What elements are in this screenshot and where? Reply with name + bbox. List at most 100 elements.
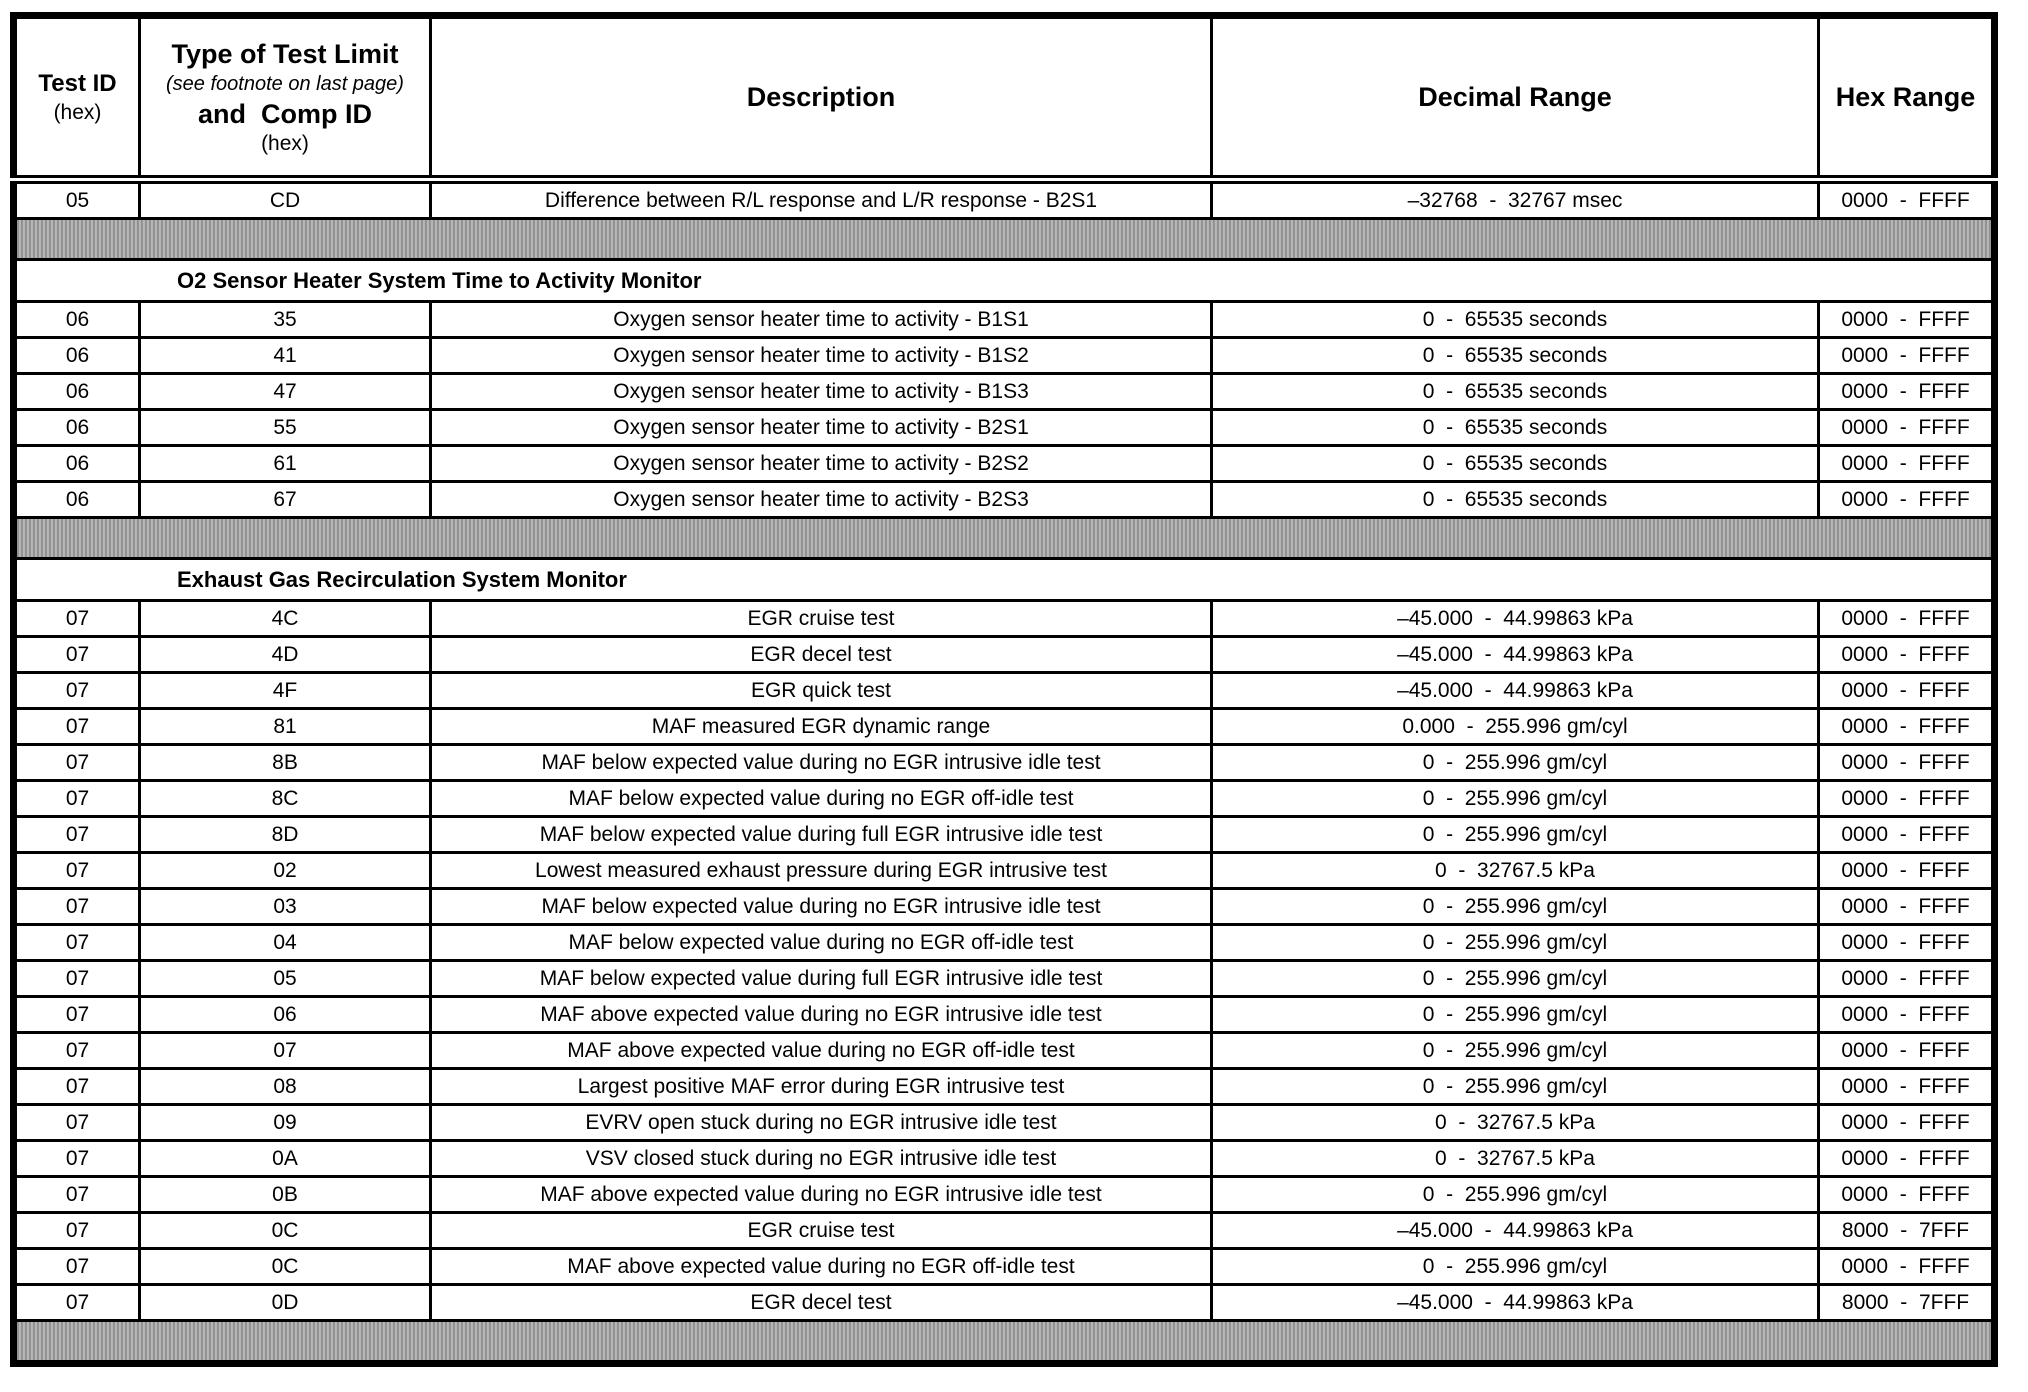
table-row: 07 4C EGR cruise test –45.000 - 44.99863 kP… [12,599,1996,638]
cell-decimal-range: 0 - 65535 seconds [1210,372,1820,411]
cell-comp-id: CD [138,178,432,220]
cell-decimal-range: 0 - 255.996 gm/cyl [1210,779,1820,818]
separator-band [12,1319,1996,1365]
col-header-decimal-range: Decimal Range [1210,14,1820,184]
table-row: 07 0C MAF above expected value during no E… [12,1247,1996,1286]
cell-test-id: 07 [12,743,141,782]
table-row: 07 81 MAF measured EGR dynamic range 0.000 … [12,707,1996,746]
table-row: 07 04 MAF below expected value during no E… [12,923,1996,962]
cell-hex-range: 0000 - FFFF [1817,743,1996,782]
cell-description: MAF below expected value during full EGR… [429,815,1213,854]
comp-id-subtitle: (hex) [261,131,309,155]
cell-hex-range: 0000 - FFFF [1817,923,1996,962]
cell-comp-id: 61 [138,444,432,483]
cell-test-id: 07 [12,1283,141,1322]
cell-comp-id: 09 [138,1103,432,1142]
cell-test-id: 06 [12,408,141,447]
table-row: 07 8C MAF below expected value during no E… [12,779,1996,818]
cell-decimal-range: 0 - 32767.5 kPa [1210,851,1820,890]
cell-hex-range: 0000 - FFFF [1817,444,1996,483]
cell-decimal-range: 0 - 32767.5 kPa [1210,1103,1820,1142]
cell-description: MAF measured EGR dynamic range [429,707,1213,746]
cell-test-id: 07 [12,1139,141,1178]
cell-decimal-range: 0 - 65535 seconds [1210,300,1820,339]
type-of-test-limit-title: Type of Test Limit [171,38,399,69]
cell-decimal-range: 0 - 65535 seconds [1210,480,1820,519]
cell-test-id: 07 [12,1067,141,1106]
cell-comp-id: 47 [138,372,432,411]
col-header-hex-range: Hex Range [1817,14,1996,184]
cell-hex-range: 0000 - FFFF [1817,1103,1996,1142]
cell-hex-range: 0000 - FFFF [1817,887,1996,926]
cell-description: EGR cruise test [429,599,1213,638]
cell-description: EGR decel test [429,1283,1213,1322]
cell-comp-id: 0A [138,1139,432,1178]
cell-test-id: 07 [12,923,141,962]
cell-hex-range: 0000 - FFFF [1817,408,1996,447]
cell-test-id: 07 [12,959,141,998]
cell-description: Difference between R/L response and L/R … [429,178,1213,220]
cell-decimal-range: 0 - 65535 seconds [1210,336,1820,375]
test-limits-table: Test ID (hex) Type of Test Limit (see fo… [10,12,1998,1367]
cell-comp-id: 4C [138,599,432,638]
cell-test-id: 07 [12,635,141,674]
cell-hex-range: 0000 - FFFF [1817,599,1996,638]
section-header: Exhaust Gas Recirculation System Monitor [12,557,1996,602]
cell-comp-id: 35 [138,300,432,339]
table-row: 07 0C EGR cruise test –45.000 - 44.99863 kP… [12,1211,1996,1250]
cell-hex-range: 0000 - FFFF [1817,372,1996,411]
cell-decimal-range: 0 - 255.996 gm/cyl [1210,923,1820,962]
col-header-type-comp-id: Type of Test Limit (see footnote on last… [138,14,432,184]
cell-hex-range: 0000 - FFFF [1817,995,1996,1034]
cell-description: Oxygen sensor heater time to activity - … [429,408,1213,447]
cell-comp-id: 0C [138,1247,432,1286]
cell-hex-range: 0000 - FFFF [1817,707,1996,746]
cell-comp-id: 41 [138,336,432,375]
cell-hex-range: 0000 - FFFF [1817,300,1996,339]
table-row: 07 08 Largest positive MAF error during EG… [12,1067,1996,1106]
cell-description: EGR cruise test [429,1211,1213,1250]
cell-comp-id: 8C [138,779,432,818]
table-row: 07 8D MAF below expected value during full… [12,815,1996,854]
cell-decimal-range: 0 - 255.996 gm/cyl [1210,815,1820,854]
cell-test-id: 06 [12,336,141,375]
cell-hex-range: 0000 - FFFF [1817,1067,1996,1106]
cell-decimal-range: 0 - 255.996 gm/cyl [1210,743,1820,782]
cell-description: MAF below expected value during no EGR i… [429,887,1213,926]
cell-test-id: 07 [12,707,141,746]
cell-description: MAF below expected value during no EGR o… [429,923,1213,962]
cell-description: MAF below expected value during no EGR i… [429,743,1213,782]
cell-hex-range: 0000 - FFFF [1817,178,1996,220]
cell-hex-range: 0000 - FFFF [1817,959,1996,998]
table-row: 06 35 Oxygen sensor heater time to activit… [12,300,1996,339]
cell-test-id: 06 [12,372,141,411]
cell-test-id: 07 [12,779,141,818]
cell-description: EGR decel test [429,635,1213,674]
cell-comp-id: 55 [138,408,432,447]
cell-decimal-range: –45.000 - 44.99863 kPa [1210,1211,1820,1250]
cell-comp-id: 08 [138,1067,432,1106]
cell-decimal-range: 0 - 255.996 gm/cyl [1210,1031,1820,1070]
header-row: Test ID (hex) Type of Test Limit (see fo… [12,14,1996,184]
table-row: 07 06 MAF above expected value during no E… [12,995,1996,1034]
table-row: 06 61 Oxygen sensor heater time to activit… [12,444,1996,483]
table-row: 07 8B MAF below expected value during no E… [12,743,1996,782]
cell-description: Oxygen sensor heater time to activity - … [429,336,1213,375]
cell-decimal-range: 0 - 255.996 gm/cyl [1210,1175,1820,1214]
cell-test-id: 06 [12,300,141,339]
table-row: 06 47 Oxygen sensor heater time to activit… [12,372,1996,411]
cell-comp-id: 0B [138,1175,432,1214]
cell-description: EVRV open stuck during no EGR intrusive … [429,1103,1213,1142]
cell-decimal-range: –45.000 - 44.99863 kPa [1210,599,1820,638]
table-row: 06 41 Oxygen sensor heater time to activit… [12,336,1996,375]
cell-comp-id: 04 [138,923,432,962]
cell-description: EGR quick test [429,671,1213,710]
cell-comp-id: 8D [138,815,432,854]
table-row: 07 0A VSV closed stuck during no EGR intru… [12,1139,1996,1178]
cell-description: Largest positive MAF error during EGR in… [429,1067,1213,1106]
cell-description: MAF above expected value during no EGR i… [429,995,1213,1034]
cell-hex-range: 0000 - FFFF [1817,851,1996,890]
cell-hex-range: 0000 - FFFF [1817,815,1996,854]
cell-decimal-range: 0 - 255.996 gm/cyl [1210,1247,1820,1286]
section-header: O2 Sensor Heater System Time to Activity… [12,258,1996,303]
